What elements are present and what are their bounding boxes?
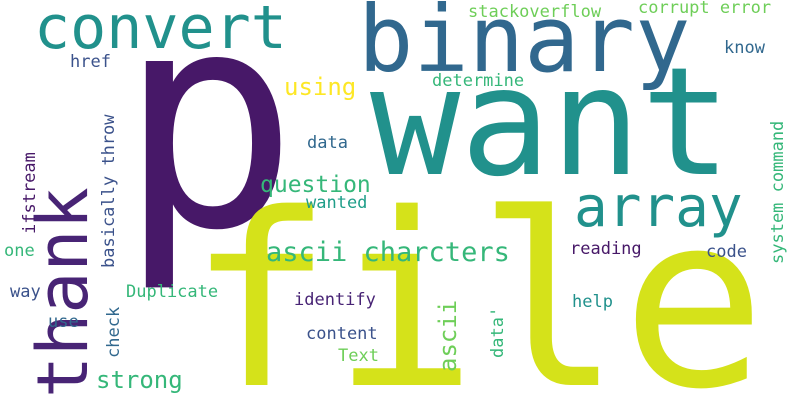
word-determine: determine bbox=[432, 71, 525, 91]
word-duplicate: Duplicate bbox=[126, 282, 219, 302]
word-data-quote: data' bbox=[488, 306, 508, 358]
word-reading: reading bbox=[570, 239, 642, 259]
word-content: content bbox=[306, 324, 378, 344]
word-wanted: wanted bbox=[306, 193, 368, 213]
word-system-command: system command bbox=[768, 120, 788, 264]
word-check: check bbox=[104, 306, 124, 358]
word-help: help bbox=[572, 292, 613, 312]
word-p: p bbox=[118, 0, 299, 296]
word-ifstream: ifstream bbox=[20, 152, 40, 234]
word-href: href bbox=[70, 52, 111, 72]
word-ascii: ascii bbox=[434, 299, 462, 372]
word-stackoverflow: stackoverflow bbox=[468, 2, 602, 22]
word-way: way bbox=[10, 282, 41, 302]
word-binary: binary bbox=[358, 0, 691, 93]
word-ascii-charcters: ascii charcters bbox=[266, 237, 510, 268]
word-one: one bbox=[4, 241, 35, 261]
word-know: know bbox=[724, 38, 765, 58]
word-code: code bbox=[706, 242, 747, 262]
word-strong: strong bbox=[96, 366, 183, 394]
word-want: want bbox=[370, 36, 732, 210]
word-array: array bbox=[574, 175, 743, 240]
word-basically-throw: basically throw bbox=[99, 114, 119, 268]
word-use: use bbox=[48, 312, 79, 332]
word-identify: identify bbox=[294, 290, 376, 310]
word-question: question bbox=[260, 172, 371, 198]
word-data: data bbox=[307, 133, 348, 153]
word-convert: convert bbox=[34, 0, 287, 63]
word-text: Text bbox=[338, 346, 379, 366]
word-using: using bbox=[284, 73, 357, 101]
word-corrupt-error: corrupt error bbox=[638, 0, 772, 18]
word-file: file bbox=[188, 162, 766, 400]
